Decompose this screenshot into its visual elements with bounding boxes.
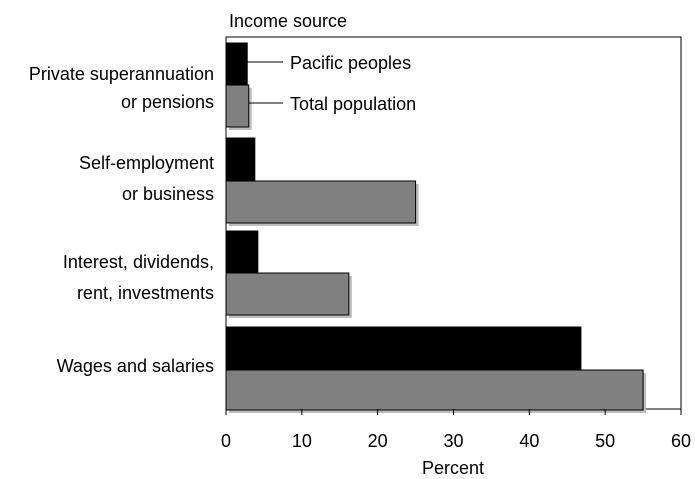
- x-axis: 0 10 20 30 40 50 60: [221, 409, 691, 451]
- category-labels: Private superannuation or pensions Self-em…: [29, 64, 214, 376]
- legend-entry: Pacific peoples: [290, 53, 411, 73]
- x-tick-label: 60: [671, 431, 691, 451]
- x-tick-label: 20: [368, 431, 388, 451]
- bar-total-population: [225, 369, 644, 411]
- bar-total-population: [225, 180, 417, 224]
- bar-pacific-peoples: [225, 137, 256, 182]
- x-tick-label: 50: [595, 431, 615, 451]
- legend-entry: Total population: [290, 94, 416, 114]
- category-label: or business: [122, 184, 214, 204]
- bar-pacific-peoples: [225, 326, 582, 371]
- x-tick-label: 0: [221, 431, 231, 451]
- bar-total-population: [225, 84, 250, 128]
- category-label: Interest, dividends,: [63, 252, 214, 272]
- category-label: Self-employment: [79, 153, 214, 173]
- bar-pacific-peoples: [225, 42, 248, 86]
- bar-pacific-peoples: [225, 230, 259, 274]
- category-label: rent, investments: [77, 283, 214, 303]
- category-label: Wages and salaries: [57, 356, 214, 376]
- bar-total-population: [225, 272, 350, 316]
- x-axis-title: Percent: [422, 458, 484, 478]
- x-tick-label: 10: [292, 431, 312, 451]
- category-label: or pensions: [121, 92, 214, 112]
- chart-title: Income source: [229, 11, 347, 31]
- x-tick-label: 30: [443, 431, 463, 451]
- legend: Pacific peoples Total population: [247, 53, 416, 114]
- x-tick-label: 40: [519, 431, 539, 451]
- category-label: Private superannuation: [29, 64, 214, 84]
- bars-group: [225, 42, 647, 413]
